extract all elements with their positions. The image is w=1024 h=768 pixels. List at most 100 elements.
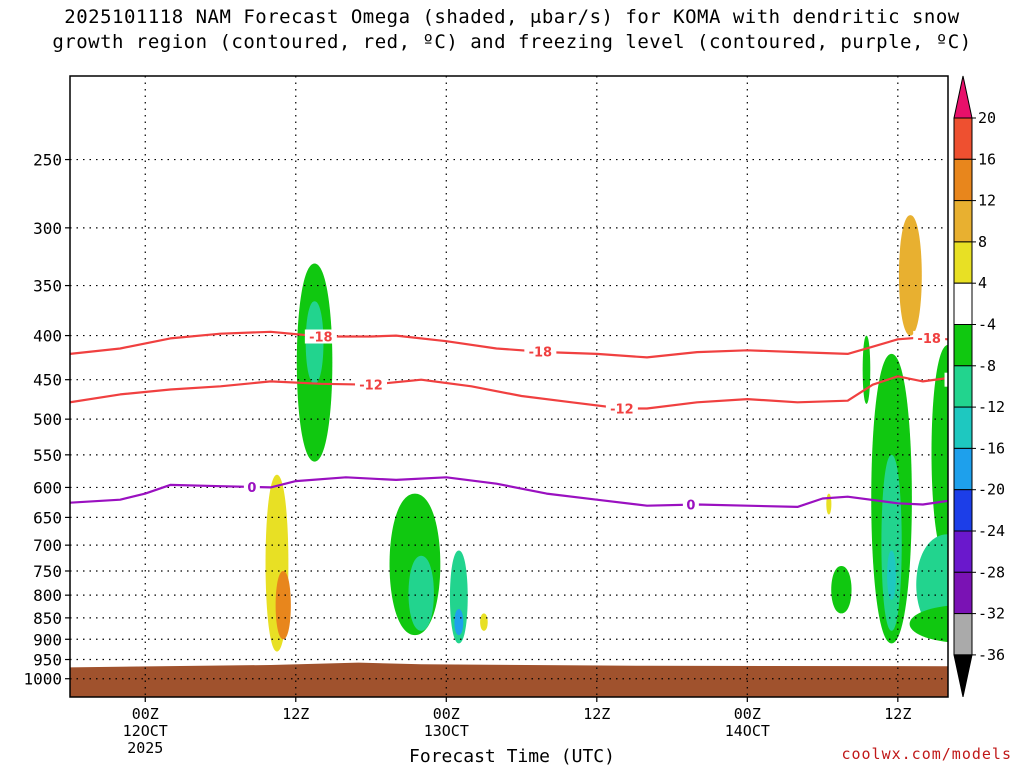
x-tick-label: 12Z — [583, 705, 610, 723]
colorbar-swatch — [953, 571, 973, 615]
colorbar-label: -4 — [978, 316, 996, 334]
y-tick-label: 550 — [33, 446, 62, 465]
y-tick-label: 350 — [33, 277, 62, 296]
colorbar-label: 8 — [978, 233, 987, 251]
y-tick-label: 900 — [33, 630, 62, 649]
omega-cell — [454, 608, 464, 636]
contour-label-bg — [524, 344, 557, 359]
x-tick-label: 12Z — [884, 705, 911, 723]
contour-line-0 — [70, 476, 948, 508]
colorbar-swatch — [953, 324, 973, 367]
x-tick-label: 14OCT — [725, 722, 770, 740]
y-tick-label: 250 — [33, 151, 62, 170]
colorbar-label: -32 — [978, 605, 1005, 623]
y-tick-label: 450 — [33, 371, 62, 390]
omega-cell — [931, 344, 948, 561]
colorbar-top-triangle — [953, 75, 973, 119]
credit-text: coolwx.com/models — [841, 745, 1012, 763]
omega-cell — [408, 555, 434, 631]
y-tick-label: 300 — [33, 219, 62, 238]
colorbar-label: -8 — [978, 357, 996, 375]
y-tick-label: 850 — [33, 609, 62, 628]
colorbar-label: -28 — [978, 563, 1005, 581]
contour-label-bg — [304, 329, 337, 344]
colorbar-swatch — [953, 613, 973, 656]
y-tick-label: 650 — [33, 508, 62, 527]
colorbar-label: 4 — [978, 274, 987, 292]
colorbar-label: -20 — [978, 481, 1005, 499]
x-tick-label: 12Z — [282, 705, 309, 723]
contour-label: -12 — [610, 403, 634, 418]
contour-label: 0 — [247, 481, 256, 496]
y-tick-label: 600 — [33, 478, 62, 497]
x-tick-label: 00Z — [734, 705, 761, 723]
colorbar-swatch — [953, 530, 973, 573]
colorbar-swatch — [953, 241, 973, 284]
omega-cell — [941, 559, 948, 610]
omega-cell — [275, 570, 291, 640]
y-tick-label: 800 — [33, 586, 62, 605]
plot-frame — [69, 75, 949, 698]
colorbar-label: 16 — [978, 150, 996, 168]
contour-line--12 — [70, 375, 948, 410]
ground-area — [70, 662, 948, 697]
colorbar-label: 20 — [978, 109, 996, 127]
colorbar-swatch — [953, 489, 973, 532]
x-tick-label: 12OCT — [123, 722, 168, 740]
colorbar-swatch — [953, 158, 973, 202]
colorbar: 20 16 12 8 4 -4 -8 -12 -16 -20 -24 -28 -32 -36 — [953, 75, 1005, 698]
y-tick-label: 700 — [33, 536, 62, 555]
colorbar-swatch — [953, 117, 973, 160]
omega-cell — [480, 613, 488, 631]
colorbar-bottom-triangle — [953, 654, 973, 698]
x-tick-label: 00Z — [433, 705, 460, 723]
omega-cell — [1003, 481, 1024, 600]
chart-title-line2: growth region (contoured, red, ºC) and f… — [52, 31, 972, 53]
colorbar-label: -36 — [978, 646, 1005, 664]
contour-label-bg — [944, 372, 948, 387]
colorbar-swatch — [953, 365, 973, 408]
contour-label-bg — [913, 330, 946, 345]
x-tick-label: 2025 — [127, 739, 163, 757]
chart-title-line1: 2025101118 NAM Forecast Omega (shaded, μ… — [64, 6, 960, 28]
y-tick-label: 500 — [33, 410, 62, 429]
omega-cell — [1017, 512, 1024, 556]
y-tick-label: 1000 — [23, 670, 62, 689]
omega-cell — [831, 565, 852, 614]
contour-label: -18 — [529, 346, 553, 361]
y-tick-label: 400 — [33, 327, 62, 346]
contour-label-bg — [355, 377, 388, 392]
contour-label: -12 — [359, 379, 383, 394]
colorbar-label: -16 — [978, 439, 1005, 457]
colorbar-label: -12 — [978, 398, 1005, 416]
omega-shading — [265, 215, 1024, 652]
omega-cell — [909, 605, 948, 642]
colorbar-swatch — [953, 406, 973, 449]
omega-cell — [826, 493, 832, 515]
omega-cell — [898, 215, 922, 336]
y-tick-label: 750 — [33, 562, 62, 581]
y-axis-ticks: 250 300 350 400 450 500 550 600 650 700 750 800 850 9… — [23, 151, 70, 689]
omega-cell — [449, 550, 468, 644]
ground-fill — [70, 662, 948, 697]
contour-label-bg — [682, 497, 699, 512]
x-axis-label: Forecast Time (UTC) — [409, 746, 615, 767]
contour-label: 0 — [686, 499, 695, 514]
omega-cell — [887, 550, 897, 600]
x-tick-label: 00Z — [132, 705, 159, 723]
colorbar-swatch — [953, 282, 973, 326]
colorbar-label: 12 — [978, 192, 996, 210]
contour-line--18 — [70, 330, 948, 359]
contour-label: -18 — [917, 332, 941, 347]
omega-cell — [881, 454, 902, 631]
contour-label-bg — [243, 479, 260, 494]
y-tick-label: 950 — [33, 651, 62, 670]
contour-label-bg — [605, 401, 638, 416]
colorbar-swatch — [953, 200, 973, 243]
colorbar-label: -24 — [978, 522, 1005, 540]
x-tick-label: 13OCT — [424, 722, 469, 740]
colorbar-swatch — [953, 447, 973, 491]
